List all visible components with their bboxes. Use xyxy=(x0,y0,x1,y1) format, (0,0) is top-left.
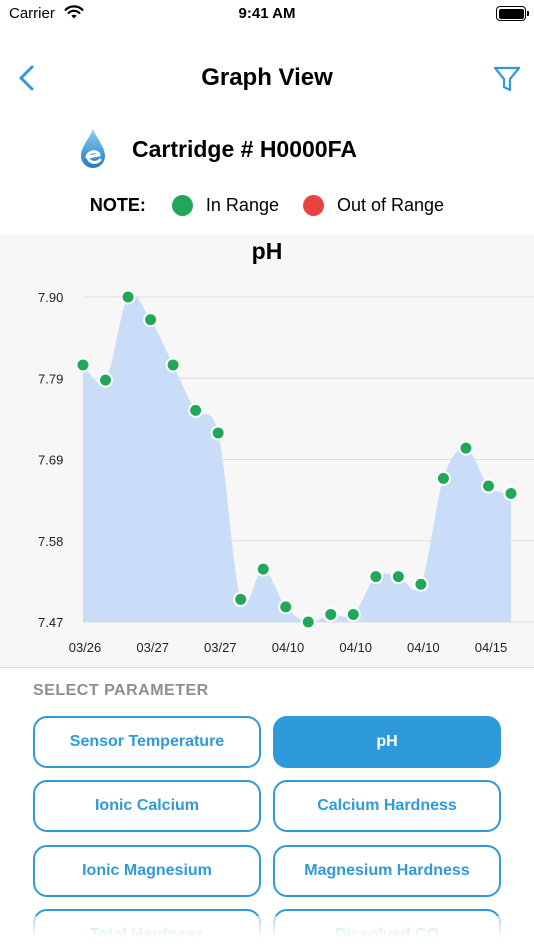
water-drop-logo-icon xyxy=(81,129,105,168)
param-button-sensor-temperature[interactable]: Sensor Temperature xyxy=(33,716,261,768)
cartridge-header: Cartridge # H0000FA xyxy=(78,126,357,172)
legend-in-range: In Range xyxy=(171,194,279,216)
data-point xyxy=(120,289,136,305)
y-tick-label: 7.79 xyxy=(38,371,63,386)
scroll-fade xyxy=(0,916,534,938)
status-time: 9:41 AM xyxy=(238,5,296,22)
select-parameter-label: SELECT PARAMETER xyxy=(33,682,209,699)
wifi-icon xyxy=(64,5,84,19)
data-point xyxy=(210,425,226,441)
page-title: Graph View xyxy=(201,64,333,91)
parameter-buttons: Sensor Temperature pH Ionic Calcium Calc… xyxy=(0,716,534,938)
data-point xyxy=(480,478,496,494)
carrier-label: Carrier xyxy=(9,5,55,22)
chevron-left-icon[interactable] xyxy=(14,63,42,93)
data-point xyxy=(435,470,451,486)
data-point xyxy=(233,591,249,607)
in-range-dot-icon xyxy=(171,194,193,216)
data-point xyxy=(165,357,181,373)
x-tick-label: 04/15 xyxy=(475,640,508,655)
data-point xyxy=(368,569,384,585)
data-point xyxy=(300,614,316,630)
chart-title: pH xyxy=(252,238,283,264)
data-point xyxy=(458,440,474,456)
data-point xyxy=(503,486,519,502)
divider xyxy=(0,667,534,668)
y-tick-label: 7.90 xyxy=(38,290,63,305)
y-tick-label: 7.58 xyxy=(38,534,63,549)
status-bar: Carrier 9:41 AM xyxy=(0,0,534,30)
y-tick-label: 7.47 xyxy=(38,615,63,630)
chart-svg: pH 7.90 7.79 7.69 7.58 7.47 03/26 03/27 03/27 04/… xyxy=(38,238,534,655)
data-point xyxy=(255,561,271,577)
legend-out-of-range-label: Out of Range xyxy=(336,194,445,215)
param-button-ionic-calcium[interactable]: Ionic Calcium xyxy=(33,780,261,832)
legend-out-of-range: Out of Range xyxy=(302,194,445,216)
legend-in-range-label: In Range xyxy=(205,194,279,215)
ph-chart: pH 7.90 7.79 7.69 7.58 7.47 03/26 03/27 03/27 04/… xyxy=(0,235,534,667)
param-button-ionic-magnesium[interactable]: Ionic Magnesium xyxy=(33,845,261,897)
x-tick-label: 03/27 xyxy=(204,640,237,655)
nav-bar: Graph View xyxy=(0,55,534,101)
legend-note-label: NOTE: xyxy=(89,194,146,215)
data-point xyxy=(390,569,406,585)
cartridge-title: Cartridge # H0000FA xyxy=(132,135,357,162)
data-point xyxy=(75,357,91,373)
x-tick-label: 03/26 xyxy=(69,640,102,655)
param-button-magnesium-hardness[interactable]: Magnesium Hardness xyxy=(273,845,501,897)
x-tick-label: 03/27 xyxy=(136,640,169,655)
data-point xyxy=(188,402,204,418)
data-point xyxy=(413,576,429,592)
data-point xyxy=(323,606,339,622)
battery-icon xyxy=(496,6,529,21)
param-button-calcium-hardness[interactable]: Calcium Hardness xyxy=(273,780,501,832)
data-point xyxy=(345,606,361,622)
data-point xyxy=(278,599,294,615)
data-point xyxy=(98,372,114,388)
x-tick-label: 04/10 xyxy=(339,640,372,655)
out-of-range-dot-icon xyxy=(302,194,324,216)
y-tick-label: 7.69 xyxy=(38,453,63,468)
x-tick-label: 04/10 xyxy=(272,640,305,655)
param-button-ph[interactable]: pH xyxy=(273,716,501,768)
x-tick-label: 04/10 xyxy=(407,640,440,655)
range-legend: NOTE: In Range Out of Range xyxy=(0,192,534,218)
funnel-icon[interactable] xyxy=(492,64,522,94)
data-point xyxy=(143,312,159,328)
ph-area-series xyxy=(83,294,511,623)
